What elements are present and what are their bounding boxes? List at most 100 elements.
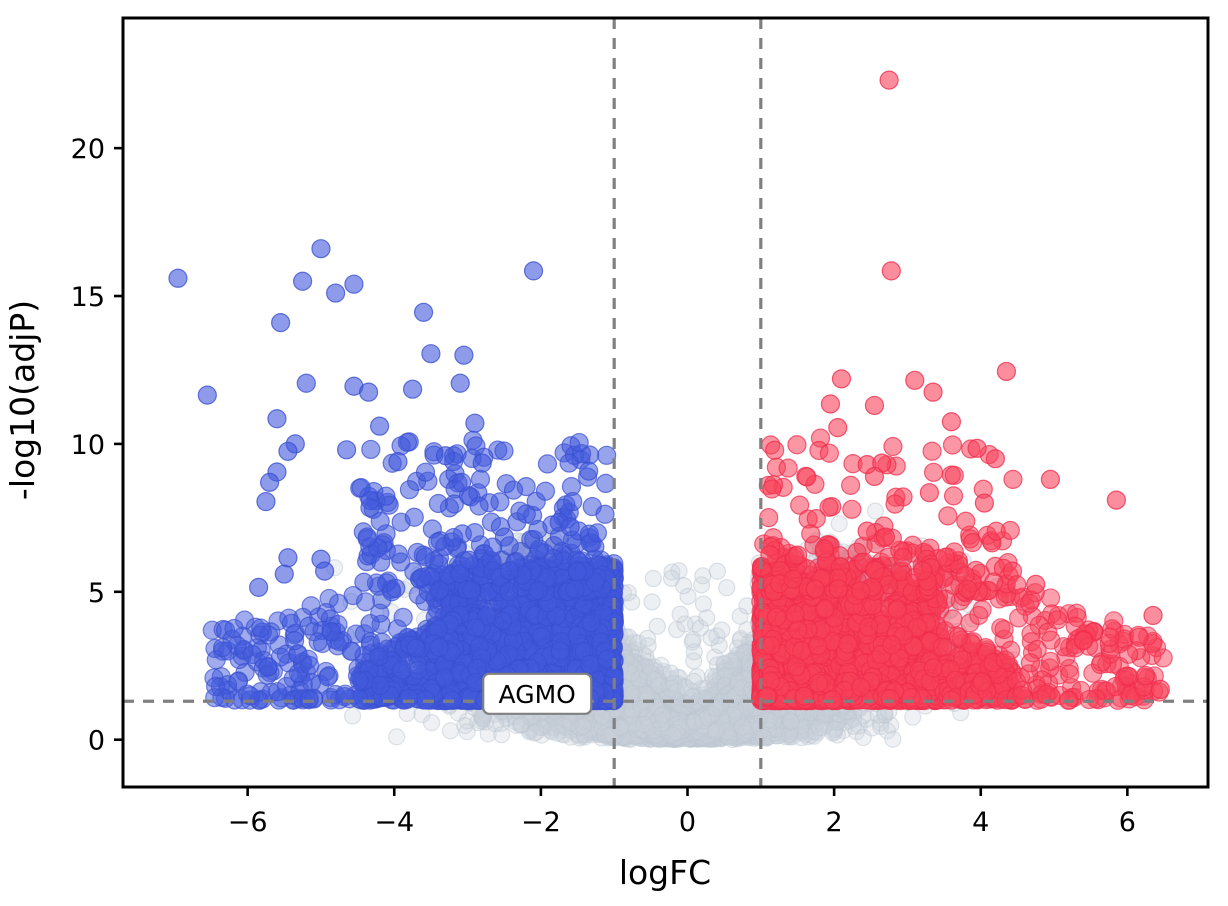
scatter-point [637, 710, 655, 728]
scatter-point [702, 705, 720, 723]
scatter-point [674, 723, 692, 741]
scatter-point [727, 718, 745, 736]
scatter-point [669, 712, 688, 730]
scatter-point [713, 703, 731, 722]
scatter-point [734, 728, 752, 747]
scatter-point [686, 728, 704, 747]
scatter-point [872, 717, 890, 736]
scatter-point [698, 719, 717, 737]
scatter-point [658, 721, 677, 739]
scatter-point [722, 690, 741, 708]
scatter-point [711, 701, 729, 719]
scatter-point [707, 698, 725, 716]
scatter-point [702, 707, 720, 725]
scatter-point [750, 715, 768, 733]
scatter-point [650, 714, 669, 733]
scatter-point [704, 715, 722, 733]
scatter-point [770, 712, 789, 730]
scatter-point [672, 727, 690, 745]
scatter-point [697, 718, 715, 736]
scatter-point [668, 717, 686, 735]
scatter-point [713, 674, 731, 692]
scatter-point [585, 720, 603, 738]
scatter-point [633, 680, 651, 698]
scatter-point [686, 715, 704, 733]
scatter-point [709, 721, 727, 739]
scatter-point [784, 715, 802, 733]
scatter-point [726, 707, 744, 725]
scatter-point [703, 702, 722, 720]
scatter-point [693, 723, 712, 741]
scatter-point [662, 709, 681, 728]
scatter-point [640, 716, 658, 734]
scatter-point [675, 720, 694, 738]
scatter-point [730, 701, 748, 719]
scatter-point [696, 715, 715, 733]
scatter-point [683, 714, 701, 732]
scatter-point [697, 718, 715, 736]
scatter-point [632, 694, 650, 712]
scatter-point [705, 699, 724, 717]
scatter-point [707, 718, 725, 736]
scatter-point [627, 704, 645, 722]
scatter-point [344, 707, 362, 725]
scatter-point [620, 704, 638, 722]
scatter-point [682, 716, 700, 734]
scatter-point [726, 704, 745, 722]
scatter-point [719, 718, 738, 736]
scatter-point [633, 712, 651, 730]
scatter-point [637, 703, 655, 721]
scatter-point [692, 711, 710, 729]
scatter-point [649, 723, 667, 741]
scatter-point [724, 702, 743, 721]
scatter-point [680, 714, 698, 733]
scatter-point [647, 719, 665, 737]
scatter-point [738, 703, 756, 721]
scatter-point [673, 719, 691, 737]
scatter-point [664, 727, 682, 745]
scatter-point [654, 721, 672, 739]
scatter-point [636, 702, 654, 720]
scatter-point [720, 705, 738, 723]
scatter-point [712, 713, 730, 732]
scatter-point [646, 701, 664, 720]
scatter-point [650, 713, 668, 731]
scatter-point [625, 674, 643, 693]
scatter-point [621, 730, 640, 749]
scatter-point [681, 714, 699, 732]
scatter-point [657, 704, 676, 722]
scatter-point [724, 715, 742, 734]
scatter-point [644, 726, 662, 744]
scatter-point [716, 698, 734, 716]
scatter-point [648, 725, 666, 743]
scatter-point [642, 704, 660, 723]
scatter-point [665, 712, 684, 730]
scatter-point [667, 720, 685, 738]
scatter-point [733, 705, 751, 723]
scatter-point [767, 727, 785, 745]
scatter-point [708, 701, 726, 719]
scatter-point [647, 700, 665, 718]
scatter-point [709, 700, 727, 718]
scatter-point [661, 717, 679, 735]
scatter-point [689, 720, 708, 738]
scatter-point [684, 722, 702, 740]
scatter-point [727, 699, 745, 717]
scatter-point [660, 727, 679, 745]
scatter-point [689, 725, 708, 743]
scatter-point [637, 710, 656, 728]
scatter-point [684, 727, 702, 745]
scatter-point [669, 714, 687, 732]
scatter-point [675, 719, 693, 737]
scatter-point [723, 722, 742, 740]
scatter-point [685, 722, 703, 740]
scatter-point [669, 721, 688, 739]
scatter-point [687, 720, 705, 738]
scatter-point [640, 707, 658, 725]
scatter-point [641, 730, 659, 748]
scatter-point [695, 705, 714, 724]
scatter-point [694, 711, 712, 729]
scatter-point [705, 706, 723, 725]
